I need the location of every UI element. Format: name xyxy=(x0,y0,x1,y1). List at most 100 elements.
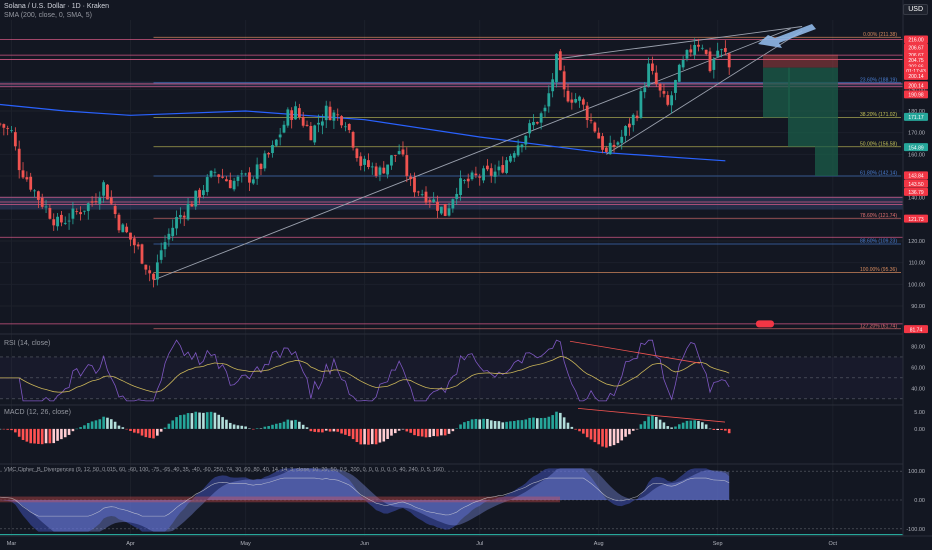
fib-level-label: 88.60% (109.23) xyxy=(860,239,897,245)
candle-body xyxy=(109,197,113,204)
macd-bar xyxy=(228,422,232,429)
candle-body xyxy=(670,95,674,106)
candle-body xyxy=(424,191,428,203)
macd-bar xyxy=(566,422,570,429)
candle-body xyxy=(347,123,351,131)
candle-body xyxy=(336,114,340,116)
candle-body xyxy=(443,203,447,216)
candle-body xyxy=(428,200,432,202)
candle-body xyxy=(478,176,482,178)
price-axis[interactable]: 90.00100.00110.00120.00130.00140.00150.0… xyxy=(902,0,932,550)
macd-bar xyxy=(605,428,608,448)
macd-bar xyxy=(489,420,493,429)
candle-body xyxy=(574,98,578,103)
candle-body xyxy=(631,114,635,126)
macd-bar xyxy=(420,428,424,437)
candle-body xyxy=(48,208,52,219)
candle-body xyxy=(416,191,420,193)
candle-body xyxy=(378,167,382,175)
time-tick: Oct xyxy=(829,541,838,547)
macd-bar xyxy=(720,428,723,431)
macd-legend[interactable]: MACD (12, 26, close) xyxy=(4,409,71,416)
axis-bg xyxy=(903,20,932,536)
candle-body xyxy=(271,145,274,154)
sma-legend[interactable]: SMA (200, close, 0, SMA, 5) xyxy=(4,12,92,19)
candle-body xyxy=(374,166,378,176)
candle-body xyxy=(320,121,324,126)
candle-body xyxy=(228,179,232,189)
price-tag-label: 190.98 xyxy=(908,93,924,99)
candle-body xyxy=(290,110,294,120)
macd-bar xyxy=(704,424,708,429)
candle-body xyxy=(616,142,620,145)
candle-body xyxy=(240,173,244,175)
rsi-legend[interactable]: RSI (14, close) xyxy=(4,340,51,347)
price-tag-label: 121.73 xyxy=(908,217,924,223)
candle-body xyxy=(681,59,685,68)
time-axis[interactable]: Mar Apr May Jun Jul Aug Sep Oct xyxy=(0,535,932,550)
currency-button[interactable]: USD xyxy=(903,4,928,15)
macd-bar xyxy=(113,421,117,429)
vmc-pane xyxy=(0,468,903,536)
short-position-tool[interactable] xyxy=(763,54,838,176)
candle-body xyxy=(71,208,75,219)
time-tick: Mar xyxy=(7,541,17,547)
candle-body xyxy=(566,90,570,102)
price-tag-box xyxy=(904,81,928,90)
candle-body xyxy=(390,155,393,166)
macd-bar xyxy=(25,428,29,442)
macd-bar xyxy=(102,416,105,429)
macd-bar xyxy=(29,428,33,444)
macd-bar xyxy=(697,420,700,429)
macd-bar xyxy=(98,419,102,429)
candle-body xyxy=(585,105,589,121)
candle-body xyxy=(278,134,282,138)
candle-body xyxy=(324,105,328,121)
macd-bar xyxy=(616,428,620,444)
macd-bar xyxy=(129,428,132,432)
candle-body xyxy=(121,224,125,233)
macd-bar xyxy=(309,428,313,432)
macd-bar xyxy=(382,428,386,442)
macd-bar xyxy=(144,428,148,438)
candle-body xyxy=(125,226,129,233)
price-tag-box xyxy=(904,43,928,52)
sma-200 xyxy=(0,103,726,162)
candle-body xyxy=(723,48,727,52)
macd-bar xyxy=(248,428,251,429)
macd-bar xyxy=(263,426,267,429)
candle-body xyxy=(716,50,720,57)
fib-level-label: 38.20% (171.02) xyxy=(860,112,897,118)
candle-body xyxy=(60,214,63,223)
fib-level-label: 61.80% (142.14) xyxy=(860,171,897,177)
macd-bar xyxy=(478,419,482,429)
macd-bar xyxy=(175,417,178,429)
vmc-tick: 100.00 xyxy=(908,469,925,475)
macd-bar xyxy=(390,428,393,436)
macd-pane xyxy=(0,408,731,448)
macd-bar xyxy=(332,428,336,432)
candle-body xyxy=(570,99,574,103)
arrow-shape xyxy=(758,24,816,48)
macd-bar xyxy=(298,421,301,429)
macd-bar xyxy=(417,428,420,437)
macd-bar xyxy=(221,417,224,429)
macd-bar xyxy=(493,421,497,429)
macd-bar xyxy=(397,428,401,431)
trendlines xyxy=(153,26,803,281)
macd-bar xyxy=(301,424,305,429)
macd-bar xyxy=(432,428,435,437)
macd-bar xyxy=(393,428,397,434)
candle-body xyxy=(167,233,171,240)
candle-body xyxy=(194,190,198,207)
macd-bar xyxy=(167,423,171,429)
candle-body xyxy=(439,206,443,214)
vmc-legend[interactable]: VMC Cipher_B_Divergences (9, 12, 50, 0.0… xyxy=(4,467,444,473)
candle-body xyxy=(106,184,109,200)
candle-body xyxy=(367,160,370,167)
macd-bar xyxy=(543,417,547,429)
candle-body xyxy=(589,119,593,121)
candle-body xyxy=(455,193,459,199)
macd-bar xyxy=(401,428,405,430)
